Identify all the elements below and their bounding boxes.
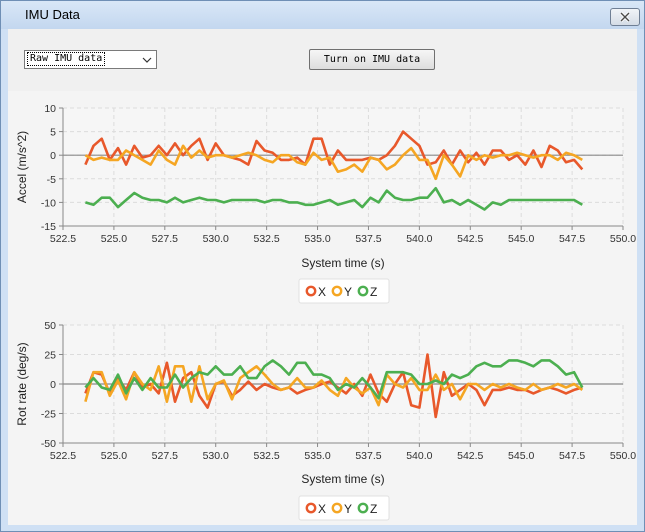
legend-label-x: X (318, 285, 326, 299)
title-bar[interactable]: IMU Data (1, 1, 644, 29)
y-tick-label: -10 (41, 197, 56, 209)
charts-svg: 522.5 525.0 527.5 530.0 532.5 535.0 537.5 540.0… (8, 91, 637, 525)
y-axis-label: Accel (m/s^2) (15, 131, 29, 203)
legend-label-z: Z (370, 285, 377, 299)
x-tick-label: 537.5 (355, 233, 381, 245)
data-mode-select-value: Raw IMU data (28, 53, 104, 65)
y-axis-label: Rot rate (deg/s) (15, 342, 29, 425)
close-button[interactable] (610, 8, 640, 26)
legend-marker-x (307, 287, 315, 295)
x-tick-label: 522.5 (50, 450, 76, 462)
x-tick-label: 525.0 (101, 450, 127, 462)
legend-marker-z (359, 504, 367, 512)
chart-1: 522.5 525.0 527.5 530.0 532.5 535.0 537.5 540.0… (15, 103, 636, 303)
legend-label-y: Y (344, 502, 352, 516)
x-tick-label: 530.0 (203, 233, 229, 245)
legend-label-x: X (318, 502, 326, 516)
y-tick-label: 0 (50, 379, 56, 391)
chevron-down-icon[interactable] (138, 51, 156, 68)
x-tick-label: 535.0 (304, 450, 330, 462)
x-tick-label: 527.5 (152, 450, 178, 462)
turn-on-imu-button-label: Turn on IMU data (324, 54, 420, 65)
x-tick-label: 537.5 (355, 450, 381, 462)
x-tick-label: 522.5 (50, 233, 76, 245)
y-tick-label: 0 (50, 150, 56, 162)
y-tick-label: 25 (44, 350, 56, 362)
x-tick-label: 545.0 (508, 450, 534, 462)
x-tick-label: 542.5 (457, 233, 483, 245)
toolbar: Raw IMU data Turn on IMU data (8, 29, 637, 91)
y-tick-label: 5 (50, 127, 56, 139)
plot-background (63, 108, 623, 226)
x-tick-label: 540.0 (406, 450, 432, 462)
turn-on-imu-button[interactable]: Turn on IMU data (309, 49, 435, 70)
x-tick-label: 550.0 (610, 450, 636, 462)
x-tick-label: 532.5 (253, 450, 279, 462)
x-tick-label: 527.5 (152, 233, 178, 245)
legend-marker-z (359, 287, 367, 295)
window-title: IMU Data (25, 7, 80, 22)
y-tick-label: -15 (41, 221, 56, 233)
x-tick-label: 525.0 (101, 233, 127, 245)
legend-label-z: Z (370, 502, 377, 516)
legend-marker-y (333, 504, 341, 512)
legend-marker-x (307, 504, 315, 512)
legend-marker-y (333, 287, 341, 295)
legend: X Y Z (299, 496, 389, 520)
x-tick-label: 545.0 (508, 233, 534, 245)
x-axis-label: System time (s) (301, 472, 384, 486)
x-tick-label: 540.0 (406, 233, 432, 245)
chart-area: 522.5 525.0 527.5 530.0 532.5 535.0 537.5 540.0… (8, 91, 637, 525)
close-icon (619, 12, 631, 22)
x-axis-label: System time (s) (301, 256, 384, 270)
window-client: Raw IMU data Turn on IMU data 522.5 525.0… (8, 29, 637, 525)
y-tick-label: 50 (44, 320, 56, 332)
x-tick-label: 550.0 (610, 233, 636, 245)
legend: X Y Z (299, 279, 389, 303)
x-tick-label: 542.5 (457, 450, 483, 462)
chart-2: 522.5 525.0 527.5 530.0 532.5 535.0 537.5 540.0… (15, 320, 636, 520)
y-tick-label: 10 (44, 103, 56, 115)
legend-label-y: Y (344, 285, 352, 299)
y-tick-label: -5 (47, 174, 56, 186)
x-tick-label: 530.0 (203, 450, 229, 462)
y-tick-label: -25 (41, 409, 56, 421)
x-tick-label: 535.0 (304, 233, 330, 245)
x-tick-label: 532.5 (253, 233, 279, 245)
y-tick-label: -50 (41, 438, 56, 450)
x-tick-label: 547.5 (559, 450, 585, 462)
data-mode-select[interactable]: Raw IMU data (24, 50, 157, 69)
x-tick-label: 547.5 (559, 233, 585, 245)
